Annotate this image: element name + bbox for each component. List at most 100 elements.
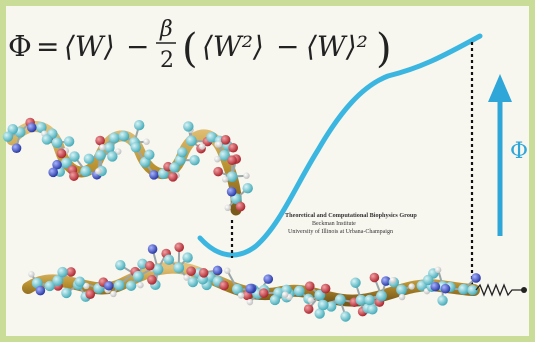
hydrogen-atom (183, 274, 190, 281)
nitrogen-atom (149, 170, 159, 180)
eq-minus-1: − (126, 30, 149, 63)
carbon-atom (132, 270, 144, 282)
eq-equals: = (36, 30, 59, 63)
carbon-atom (325, 301, 337, 312)
carbon-atom (57, 266, 68, 278)
eq-frac-denominator: 2 (160, 48, 174, 73)
hydrogen-atom (215, 141, 223, 148)
carbon-atom (41, 134, 53, 145)
oxygen-atom (69, 171, 79, 181)
oxygen-atom (369, 272, 380, 283)
oxygen-atom (303, 304, 314, 314)
oxygen-atom (258, 288, 269, 298)
hydrogen-atom (83, 282, 90, 290)
carbon-atom (334, 294, 346, 306)
credit-line-3: University of Illinois at Urbana-Champai… (288, 228, 393, 235)
hydrogen-atom (137, 281, 144, 289)
oxygen-atom (186, 266, 196, 276)
hydrogen-atom (99, 144, 106, 151)
eq-term-squared-mean-work: ⟨W⟩² (306, 30, 368, 63)
hydrogen-atom (389, 277, 397, 284)
carbon-atom (44, 280, 55, 292)
nitrogen-atom (147, 244, 158, 254)
oxygen-atom (66, 267, 76, 277)
carbon-atom (187, 276, 199, 288)
free-energy-equation: Φ = ⟨W⟩ − β 2 ( ⟨W²⟩ − ⟨W⟩² ) (8, 17, 392, 73)
carbon-atom (340, 311, 351, 322)
carbon-atom (177, 147, 188, 158)
oxygen-atom (220, 135, 231, 145)
carbon-atom (318, 299, 329, 311)
carbon-atom (437, 295, 448, 306)
carbon-atom (35, 121, 47, 133)
nitrogen-atom (48, 167, 58, 178)
nitrogen-atom (104, 280, 114, 291)
carbon-atom (107, 151, 118, 162)
carbon-atom (364, 294, 375, 306)
eq-lhs: Φ (8, 29, 32, 63)
carbon-atom (226, 171, 238, 183)
carbon-atom (2, 131, 14, 142)
carbon-atom (113, 279, 125, 291)
phi-arrow-head (488, 74, 512, 102)
carbon-atom (185, 135, 197, 147)
carbon-atom (206, 131, 218, 143)
carbon-atom (51, 137, 63, 148)
carbon-atom (367, 304, 378, 315)
nitrogen-atom (263, 274, 274, 284)
carbon-atom (314, 308, 325, 319)
oxygen-atom (174, 242, 185, 253)
hydrogen-atom (246, 298, 254, 306)
hydrogen-atom (237, 292, 245, 299)
carbon-atom (183, 121, 194, 132)
hydrogen-atom (434, 266, 442, 274)
eq-paren-open: ( (182, 26, 198, 72)
oxygen-atom (144, 260, 155, 271)
carbon-atom (350, 277, 361, 288)
oxygen-atom (320, 283, 331, 294)
hydrogen-atom (95, 168, 102, 175)
hydrogen-atom (408, 283, 415, 290)
carbon-atom (467, 284, 478, 296)
hydrogen-atom (199, 143, 206, 150)
nitrogen-atom (430, 281, 441, 292)
nitrogen-atom (11, 143, 22, 153)
oxygen-atom (85, 289, 96, 299)
oxygen-atom (235, 201, 246, 212)
carbon-atom (61, 287, 72, 299)
hydrogen-atom (214, 155, 221, 163)
carbon-atom (293, 285, 305, 297)
hydrogen-atom (110, 290, 117, 298)
helix-molecule (2, 117, 253, 216)
carbon-atom (423, 274, 434, 286)
phi-arrow (488, 74, 512, 236)
oxygen-atom (56, 148, 67, 159)
nitrogen-atom (440, 283, 451, 294)
carbon-atom (396, 284, 407, 296)
carbon-atom (182, 252, 193, 263)
nitrogen-atom (245, 283, 255, 294)
nitrogen-atom (27, 122, 37, 133)
carbon-atom (376, 290, 387, 302)
carbon-atom (74, 276, 85, 287)
oxygen-atom (227, 155, 237, 166)
carbon-atom (83, 153, 95, 165)
carbon-atom (458, 283, 469, 295)
carbon-atom (355, 294, 367, 306)
oxygen-atom (213, 166, 223, 177)
carbon-atom (118, 130, 129, 142)
nitrogen-atom (35, 285, 46, 296)
carbon-atom (173, 262, 185, 274)
carbon-atom (115, 259, 126, 271)
hydrogen-atom (398, 293, 406, 301)
credit-line-2: Beckman Institute (312, 221, 356, 227)
extended-molecule (22, 242, 481, 322)
carbon-atom (104, 142, 115, 153)
carbon-atom (232, 283, 243, 295)
free-energy-curve (197, 33, 483, 258)
pulling-spring (475, 283, 522, 297)
carbon-atom (60, 157, 72, 169)
nitrogen-atom (381, 276, 391, 286)
carbon-atom (52, 275, 64, 286)
